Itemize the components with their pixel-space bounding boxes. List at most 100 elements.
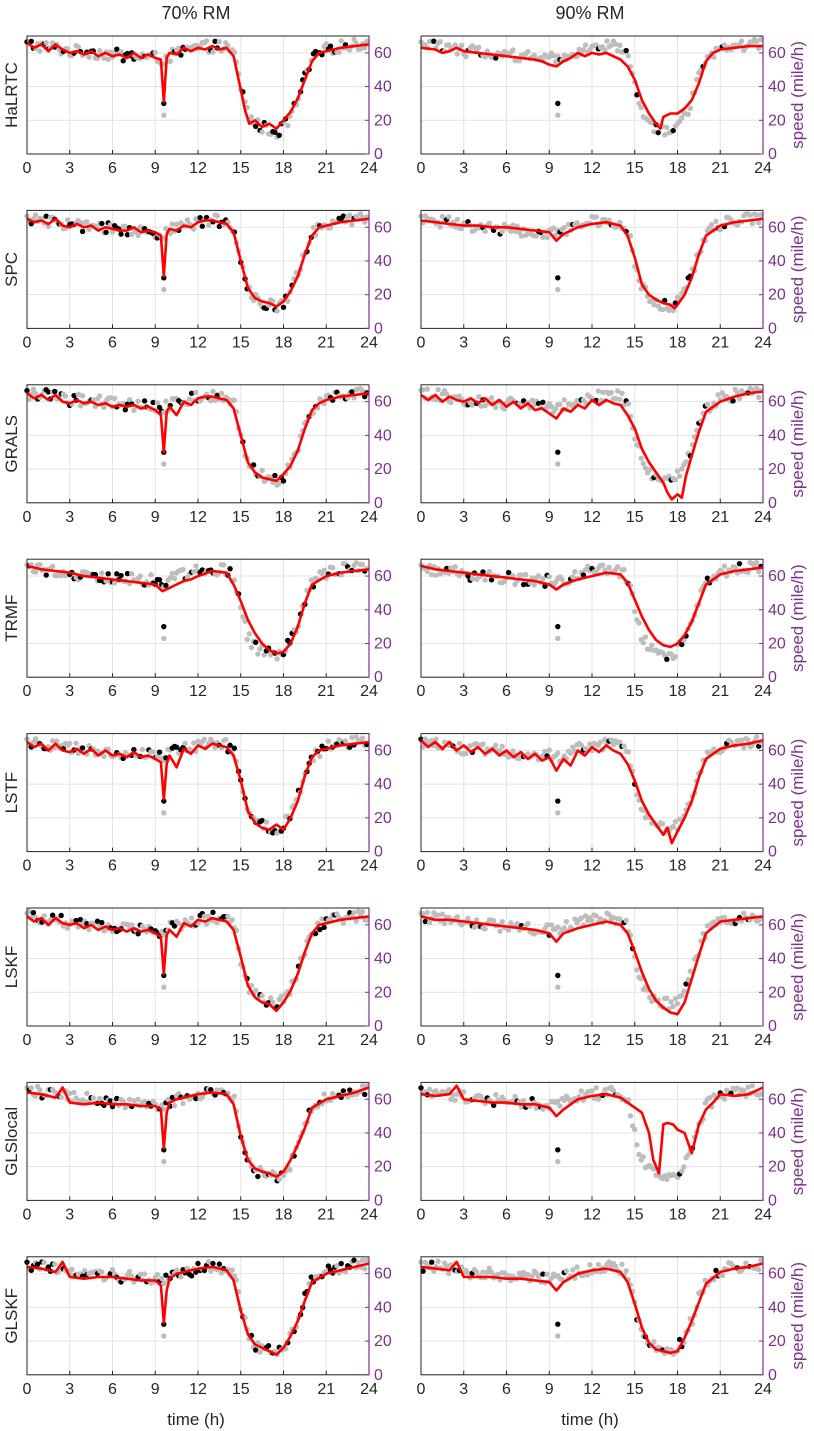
x-tick-label: 9 (545, 683, 554, 700)
observed-point (195, 1260, 201, 1267)
observed-point (122, 407, 129, 413)
x-tick-label: 0 (417, 160, 426, 177)
missing-point (137, 573, 143, 579)
missing-point (203, 38, 210, 44)
observed-point (188, 390, 195, 396)
missing-point (420, 386, 426, 393)
missing-point (589, 1088, 595, 1094)
missing-point (741, 910, 747, 916)
missing-point (632, 436, 638, 442)
missing-point (482, 228, 488, 234)
missing-point (525, 1271, 531, 1278)
missing-point (518, 572, 525, 578)
y-tick-label: 60 (374, 219, 392, 236)
missing-point (452, 1097, 458, 1103)
y-tick-label: 40 (374, 1125, 392, 1142)
y-tick-label: 0 (374, 669, 383, 686)
x-tick-label: 12 (189, 1032, 207, 1049)
observed-point (105, 571, 111, 577)
missing-point (747, 212, 753, 218)
missing-point (668, 999, 674, 1005)
missing-point (169, 570, 176, 577)
observed-point (321, 924, 327, 931)
x-tick-label: 21 (317, 1032, 335, 1049)
missing-point (338, 38, 344, 44)
missing-point (614, 564, 621, 570)
x-tick-label: 24 (360, 683, 378, 700)
missing-point (555, 461, 561, 467)
missing-point (531, 52, 537, 58)
missing-point (535, 573, 542, 579)
x-tick-label: 6 (108, 1381, 117, 1398)
x-tick-label: 6 (502, 858, 511, 875)
x-tick-label: 18 (669, 683, 687, 700)
missing-point (75, 391, 82, 397)
missing-point (593, 214, 599, 220)
y-tick-label: 20 (768, 1159, 786, 1176)
x-tick-label: 24 (360, 509, 378, 526)
x-tick-label: 6 (502, 1032, 511, 1049)
missing-point (176, 920, 182, 927)
missing-point (480, 1269, 486, 1275)
missing-point (161, 932, 167, 938)
x-tick-label: 0 (417, 858, 426, 875)
missing-point (163, 398, 169, 404)
missing-point (694, 76, 700, 83)
missing-point (544, 234, 550, 241)
observed-point (114, 571, 120, 577)
missing-point (482, 402, 488, 409)
observed-point (173, 744, 180, 750)
missing-point (758, 1091, 764, 1097)
y-tick-label: 40 (768, 253, 786, 270)
missing-point (214, 213, 220, 219)
missing-point (58, 1094, 64, 1100)
x-tick-label: 24 (360, 1032, 378, 1049)
missing-point (749, 220, 756, 227)
right-ylabel: speed (mile/h) (788, 913, 807, 1021)
missing-point (561, 1097, 567, 1104)
x-tick-label: 18 (275, 683, 293, 700)
row-label: SPC (2, 252, 21, 287)
missing-point (621, 566, 627, 573)
x-tick-label: 21 (711, 1032, 729, 1049)
missing-point (443, 391, 450, 397)
missing-point (518, 233, 525, 239)
missing-point (359, 561, 366, 568)
missing-point (173, 221, 180, 228)
scatter-points (418, 36, 764, 138)
x-tick-label: 12 (583, 1381, 601, 1398)
x-tick-label: 18 (275, 1381, 293, 1398)
missing-point (49, 738, 56, 744)
observed-point (422, 918, 428, 925)
right-ylabel: speed (mile/h) (788, 1088, 807, 1196)
observed-point (208, 1087, 214, 1093)
missing-point (223, 736, 229, 743)
missing-point (499, 919, 505, 925)
missing-point (248, 114, 255, 120)
right-ylabel: speed (mile/h) (788, 216, 807, 324)
missing-point (351, 909, 357, 916)
missing-point (636, 100, 642, 107)
missing-point (342, 738, 349, 744)
row-label: HaLRTC (2, 62, 21, 128)
missing-point (578, 915, 585, 921)
missing-point (129, 231, 135, 238)
missing-point (555, 1098, 561, 1105)
missing-point (610, 1087, 617, 1094)
missing-point (101, 753, 107, 760)
observed-point (210, 1260, 216, 1267)
missing-point (32, 212, 39, 218)
y-tick-label: 20 (374, 287, 392, 304)
missing-point (561, 925, 567, 931)
missing-point (555, 810, 561, 816)
missing-point (437, 224, 443, 230)
observed-point (713, 1267, 719, 1274)
missing-point (454, 51, 461, 57)
missing-point (101, 404, 107, 411)
observed-point (43, 213, 49, 219)
missing-point (359, 1257, 366, 1263)
missing-point (96, 48, 103, 54)
missing-point (178, 1274, 184, 1280)
missing-point (670, 823, 676, 830)
